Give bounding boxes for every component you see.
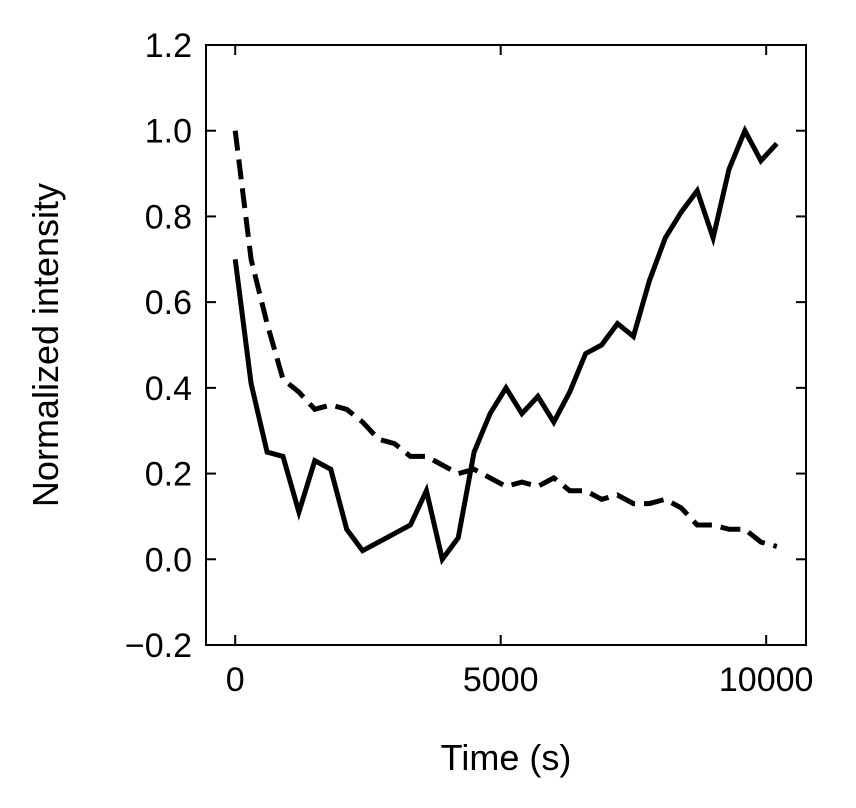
y-axis-label: Normalized intensity: [25, 183, 66, 507]
x-tick-label: 10000: [719, 661, 814, 699]
y-tick-label: 1.0: [145, 113, 192, 151]
dashed-series-line: [232, 130, 778, 549]
y-tick-label: 0.6: [145, 284, 192, 322]
plot-frame: [205, 44, 807, 646]
y-tick-label: 1.2: [145, 27, 192, 65]
x-axis: 0 5000 10000: [226, 45, 814, 699]
y-tick-label: −0.2: [125, 627, 192, 665]
series-layer: [232, 124, 779, 566]
solid-series-line: [232, 124, 779, 566]
y-tick-label: 0.4: [145, 370, 192, 408]
x-tick-label: 5000: [463, 661, 539, 699]
y-tick-label: 0.8: [145, 198, 192, 236]
y-axis: −0.2 0.0 0.2 0.4 0.6 0.8 1.0 1.2: [125, 27, 806, 665]
x-axis-label: Time (s): [441, 737, 572, 778]
x-tick-label: 0: [226, 661, 245, 699]
plot-border: [205, 44, 807, 646]
y-tick-label: 0.2: [145, 456, 192, 494]
y-tick-label: 0.0: [145, 541, 192, 579]
